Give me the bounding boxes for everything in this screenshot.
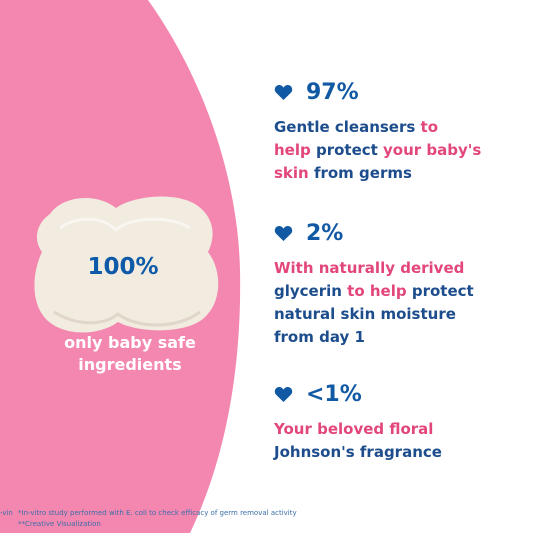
stat-description-line: from day 1 (274, 326, 474, 349)
stat-text-segment: help (274, 141, 316, 159)
stat-text-segment: protect (411, 282, 474, 300)
footnote-line-2: **Creative Visualization (18, 520, 101, 528)
stat-description-line: Johnson's fragrance (274, 441, 442, 464)
soap-caption: only baby safe ingredients (42, 332, 218, 376)
stat-description-line: Gentle cleansers to (274, 116, 481, 139)
stat-heading: 97% (274, 78, 481, 106)
stat-heading: <1% (274, 380, 442, 408)
stat-text-segment: protect (315, 141, 384, 159)
stat-text-segment: skin (274, 164, 314, 182)
stat-text-segment: natural skin moisture (274, 305, 456, 323)
heart-icon (274, 225, 293, 241)
footnote-line-1: *In-vitro study performed with E. coli t… (18, 509, 297, 517)
stat-text-segment: Johnson's fragrance (274, 443, 442, 461)
stat-description-line: skin from germs (274, 162, 481, 185)
stat-block-3: <1% Your beloved floral Johnson's fragran… (274, 380, 442, 464)
stat-block-2: 2% With naturally derived glycerin to hel… (274, 219, 474, 349)
stat-text-segment: from day 1 (274, 328, 365, 346)
stat-description-line: With naturally derived (274, 257, 474, 280)
stat-text-segment: to (420, 118, 439, 136)
stat-description: Gentle cleansers to help protect your bab… (274, 116, 481, 185)
stat-text-segment: from germs (313, 164, 412, 182)
footnote-fragment: -vin (0, 509, 13, 517)
soap-bar-image (34, 196, 219, 333)
stat-value: <1% (306, 381, 362, 407)
stat-heading: 2% (274, 219, 474, 247)
stat-text-segment: glycerin (274, 282, 348, 300)
stat-description-line: natural skin moisture (274, 303, 474, 326)
stat-text-segment: Your beloved floral (274, 420, 434, 438)
stat-text-segment: to help (347, 282, 412, 300)
stat-text-segment: your baby's (383, 141, 482, 159)
stat-value: 2% (306, 220, 344, 246)
stat-description-line: Your beloved floral (274, 418, 442, 441)
stat-description-line: glycerin to help protect (274, 280, 474, 303)
stat-block-1: 97% Gentle cleansers to help protect your… (274, 78, 481, 185)
heart-icon (274, 386, 293, 402)
soap-caption-line-1: only baby safe (64, 333, 196, 352)
heart-icon (274, 84, 293, 100)
stat-description: Your beloved floral Johnson's fragrance (274, 418, 442, 464)
soap-caption-line-2: ingredients (78, 355, 182, 374)
soap-percent-label: 100% (87, 254, 159, 280)
stat-text-segment: With naturally derived (274, 259, 465, 277)
stat-text-segment: Gentle cleansers (274, 118, 421, 136)
stat-description: With naturally derived glycerin to help p… (274, 257, 474, 349)
stat-description-line: help protect your baby's (274, 139, 481, 162)
stat-value: 97% (306, 79, 359, 105)
